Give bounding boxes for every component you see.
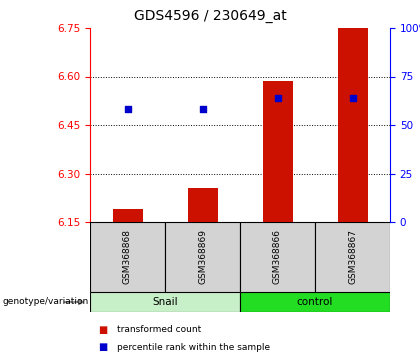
Bar xyxy=(338,28,368,222)
Text: GSM368869: GSM368869 xyxy=(198,229,207,285)
Text: transformed count: transformed count xyxy=(117,325,202,334)
Text: ■: ■ xyxy=(98,342,108,352)
Text: Snail: Snail xyxy=(152,297,178,307)
Bar xyxy=(113,209,142,222)
Bar xyxy=(90,222,165,292)
Bar xyxy=(165,222,240,292)
Text: percentile rank within the sample: percentile rank within the sample xyxy=(117,343,270,352)
Text: GDS4596 / 230649_at: GDS4596 / 230649_at xyxy=(134,9,286,23)
Text: GSM368868: GSM368868 xyxy=(123,229,132,285)
Point xyxy=(349,95,356,101)
Bar xyxy=(262,81,292,222)
Bar xyxy=(240,222,315,292)
Text: control: control xyxy=(297,297,333,307)
Bar xyxy=(90,292,240,312)
Text: genotype/variation: genotype/variation xyxy=(2,297,88,307)
Text: ■: ■ xyxy=(98,325,108,335)
Bar xyxy=(315,222,390,292)
Text: GSM368867: GSM368867 xyxy=(348,229,357,285)
Bar xyxy=(187,188,218,222)
Text: GSM368866: GSM368866 xyxy=(273,229,282,285)
Point xyxy=(124,107,131,112)
Point xyxy=(199,107,206,112)
Bar xyxy=(240,292,390,312)
Point xyxy=(274,95,281,101)
